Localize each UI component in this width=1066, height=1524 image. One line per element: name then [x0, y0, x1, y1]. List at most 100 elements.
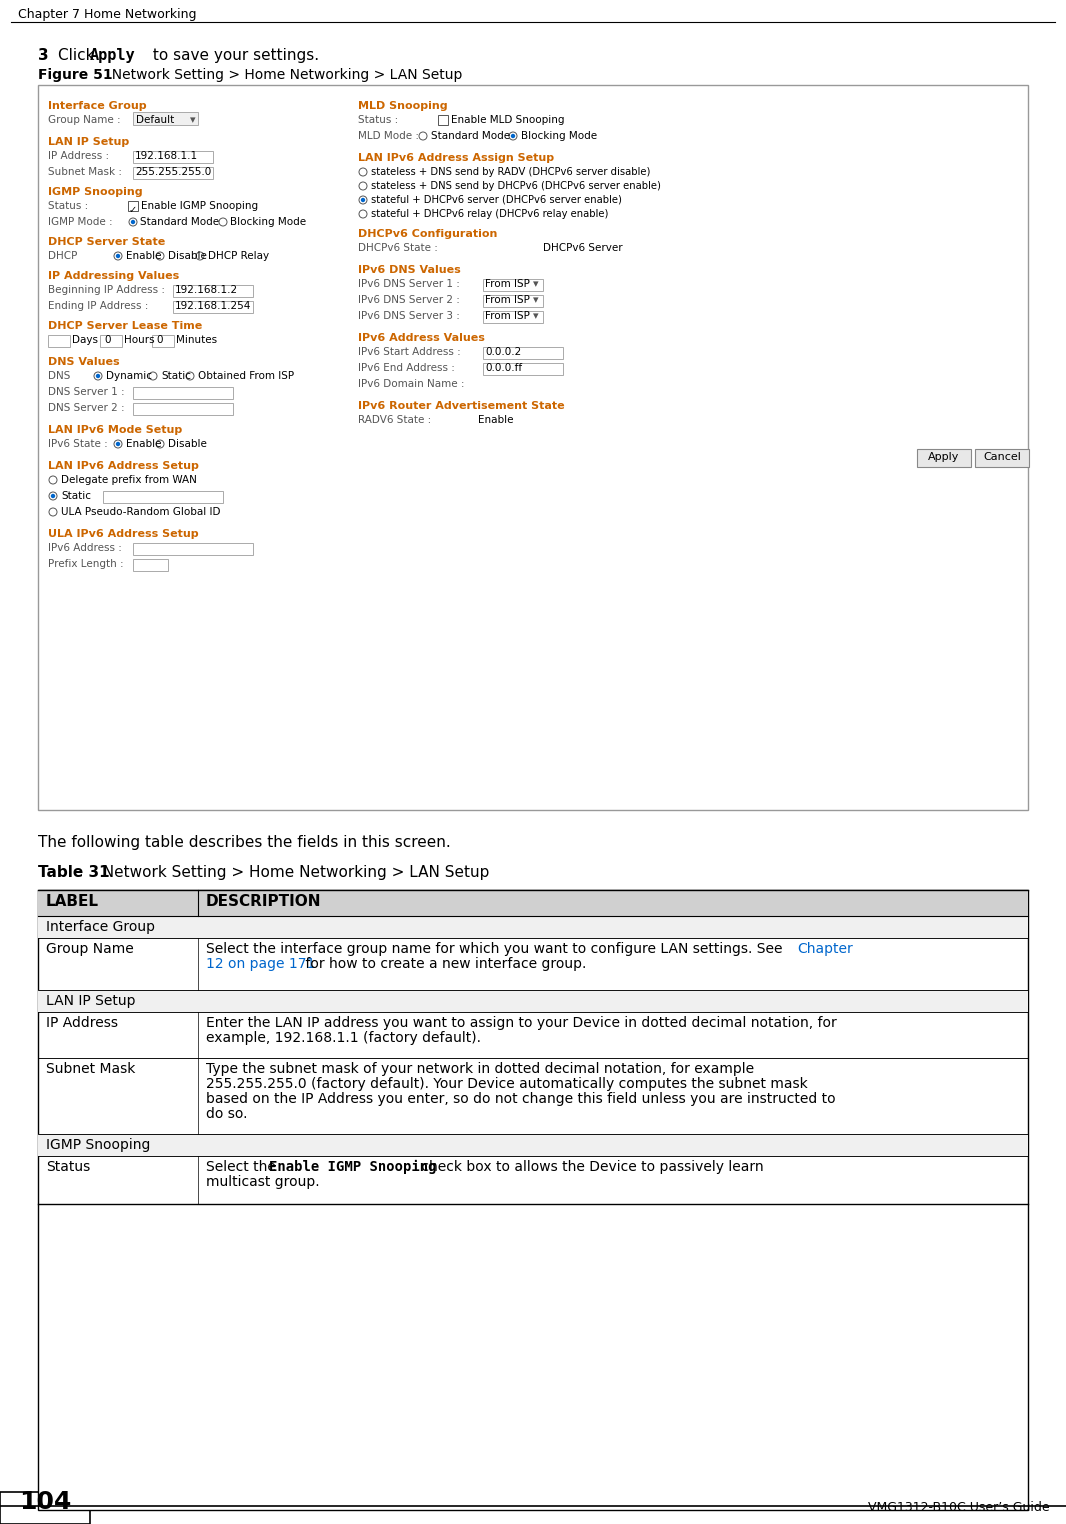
Circle shape [116, 442, 120, 447]
Text: Enable IGMP Snooping: Enable IGMP Snooping [141, 201, 258, 210]
Text: Delegate prefix from WAN: Delegate prefix from WAN [61, 475, 197, 485]
Text: From ISP: From ISP [485, 279, 530, 290]
Text: MLD Snooping: MLD Snooping [358, 101, 448, 111]
Text: Days: Days [72, 335, 98, 344]
Circle shape [94, 372, 102, 379]
Text: Dynamic: Dynamic [106, 370, 152, 381]
Text: Ending IP Address :: Ending IP Address : [48, 302, 148, 311]
Circle shape [49, 475, 56, 485]
Text: ▾: ▾ [190, 114, 196, 125]
Text: LAN IP Setup: LAN IP Setup [46, 994, 135, 1007]
Circle shape [219, 218, 227, 226]
Text: based on the IP Address you enter, so do not change this field unless you are in: based on the IP Address you enter, so do… [206, 1093, 836, 1106]
Circle shape [359, 210, 367, 218]
Bar [103, 491, 223, 503]
Text: Disable: Disable [168, 439, 207, 450]
Text: DHCP Server Lease Time: DHCP Server Lease Time [48, 322, 203, 331]
Text: Enable MLD Snooping: Enable MLD Snooping [451, 114, 565, 125]
Text: Static: Static [61, 491, 91, 501]
Text: Enable: Enable [126, 251, 162, 261]
Text: IGMP Snooping: IGMP Snooping [48, 187, 143, 197]
Text: 3: 3 [38, 47, 49, 62]
Circle shape [96, 373, 100, 378]
Text: IPv6 Domain Name :: IPv6 Domain Name : [358, 379, 465, 389]
Text: DNS Server 1 :: DNS Server 1 : [48, 387, 125, 396]
Text: IP Addressing Values: IP Addressing Values [48, 271, 179, 280]
Circle shape [359, 197, 367, 204]
Text: ▾: ▾ [533, 296, 538, 305]
Text: Minutes: Minutes [176, 335, 217, 344]
Bar [133, 559, 168, 572]
Circle shape [511, 134, 515, 139]
Text: Click: Click [58, 47, 99, 62]
Text: 255.255.255.0: 255.255.255.0 [135, 168, 211, 177]
Text: for how to create a new interface group.: for how to create a new interface group. [301, 957, 586, 971]
Text: ULA Pseudo-Random Global ID: ULA Pseudo-Random Global ID [61, 507, 221, 517]
Text: DHCP Server State: DHCP Server State [48, 238, 165, 247]
Text: Chapter: Chapter [797, 942, 853, 956]
Text: 0: 0 [156, 335, 162, 344]
Text: DESCRIPTION: DESCRIPTION [206, 895, 322, 908]
Text: DNS Server 2 :: DNS Server 2 : [48, 402, 125, 413]
Bar [483, 347, 563, 360]
Text: Enter the LAN IP address you want to assign to your Device in dotted decimal not: Enter the LAN IP address you want to ass… [206, 1017, 837, 1030]
Text: The following table describes the fields in this screen.: The following table describes the fields… [38, 835, 451, 850]
Text: Blocking Mode: Blocking Mode [521, 131, 597, 142]
Bar [133, 387, 233, 399]
Text: Figure 51: Figure 51 [38, 69, 113, 82]
Text: IPv6 DNS Values: IPv6 DNS Values [358, 265, 461, 274]
Text: Beginning IP Address :: Beginning IP Address : [48, 285, 165, 296]
Text: DHCPv6 Configuration: DHCPv6 Configuration [358, 229, 498, 239]
Text: LAN IPv6 Mode Setup: LAN IPv6 Mode Setup [48, 425, 182, 434]
Text: multicast group.: multicast group. [206, 1175, 320, 1189]
Bar [483, 363, 563, 375]
Bar [38, 916, 1028, 937]
Text: Enable: Enable [478, 415, 514, 425]
Text: 192.168.1.254: 192.168.1.254 [175, 302, 252, 311]
Bar [483, 279, 543, 291]
Text: Table 31: Table 31 [38, 866, 110, 879]
Text: LABEL: LABEL [46, 895, 99, 908]
Text: Group Name :: Group Name : [48, 114, 120, 125]
Text: 192.168.1.2: 192.168.1.2 [175, 285, 238, 296]
Text: 12 on page 171: 12 on page 171 [206, 957, 316, 971]
Text: Enable: Enable [126, 439, 162, 450]
Text: Select the: Select the [206, 1160, 280, 1173]
Text: Cancel: Cancel [983, 453, 1021, 462]
Text: 192.168.1.1: 192.168.1.1 [135, 151, 198, 162]
Text: 255.255.255.0 (factory default). Your Device automatically computes the subnet m: 255.255.255.0 (factory default). Your De… [206, 1077, 808, 1091]
Bar [38, 890, 1028, 916]
Text: IPv6 Address Values: IPv6 Address Values [358, 334, 485, 343]
Text: Status :: Status : [48, 201, 88, 210]
Text: IPv6 DNS Server 1 :: IPv6 DNS Server 1 : [358, 279, 459, 290]
Bar [152, 335, 174, 347]
Bar [38, 85, 1028, 809]
Text: Status: Status [46, 1160, 91, 1173]
Text: DHCP Relay: DHCP Relay [208, 251, 269, 261]
Bar [133, 168, 213, 178]
Text: IPv6 End Address :: IPv6 End Address : [358, 363, 455, 373]
Bar [133, 111, 198, 125]
Text: From ISP: From ISP [485, 311, 530, 322]
Text: check box to allows the Device to passively learn: check box to allows the Device to passiv… [417, 1160, 763, 1173]
Text: IPv6 DNS Server 2 :: IPv6 DNS Server 2 : [358, 296, 459, 305]
Circle shape [156, 440, 164, 448]
Text: Subnet Mask :: Subnet Mask : [48, 168, 122, 177]
Bar [38, 1134, 1028, 1157]
Text: ▾: ▾ [533, 279, 538, 290]
Text: Status :: Status : [358, 114, 399, 125]
Bar [48, 335, 70, 347]
Circle shape [508, 133, 517, 140]
Text: Standard Mode: Standard Mode [140, 216, 220, 227]
Text: ✓: ✓ [129, 206, 138, 215]
FancyBboxPatch shape [0, 1492, 90, 1524]
Circle shape [359, 181, 367, 190]
Text: to save your settings.: to save your settings. [148, 47, 319, 62]
Circle shape [360, 198, 366, 203]
Text: DHCPv6 Server: DHCPv6 Server [543, 242, 623, 253]
Text: stateful + DHCPv6 server (DHCPv6 server enable): stateful + DHCPv6 server (DHCPv6 server … [371, 195, 621, 206]
Text: Subnet Mask: Subnet Mask [46, 1062, 135, 1076]
FancyBboxPatch shape [975, 450, 1029, 466]
Text: Blocking Mode: Blocking Mode [230, 216, 306, 227]
Circle shape [359, 168, 367, 175]
